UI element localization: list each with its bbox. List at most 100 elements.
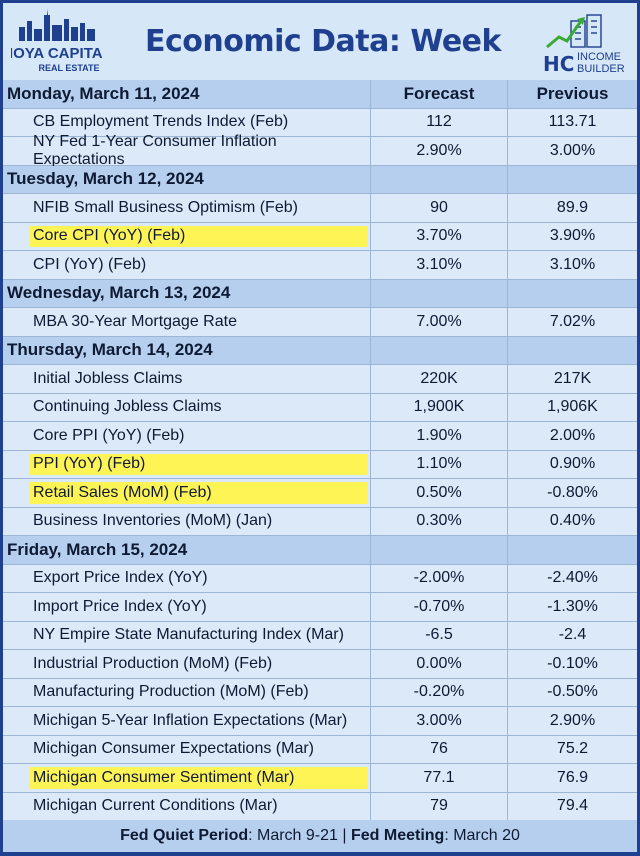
previous-value: 76.9 [556,768,589,786]
table-row: Business Inventories (MoM) (Jan) 0.30% 0.4… [3,507,637,536]
indicator-name: Core CPI (YoY) (Feb) [33,227,186,245]
indicator-name: Michigan Current Conditions (Mar) [33,797,278,815]
previous-value: 7.02% [549,312,596,330]
previous-value: 217K [553,369,592,387]
table-row: NFIB Small Business Optimism (Feb) 90 89.9 [3,194,637,223]
indicator-cell: MBA 30-Year Mortgage Rate [3,308,371,336]
highlight-marker [29,482,368,504]
forecast-column-header [371,336,508,364]
table-row: CPI (YoY) (Feb) 3.10% 3.10% [3,251,637,280]
table-row: NY Fed 1-Year Consumer Inflation Expecta… [3,133,637,168]
indicator-name: Michigan Consumer Expectations (Mar) [33,740,314,758]
indicator-cell: Industrial Production (MoM) (Feb) [3,650,371,678]
indicator-name: Manufacturing Production (MoM) (Feb) [33,683,309,701]
indicator-cell: Michigan 5-Year Inflation Expectations (… [3,707,371,735]
indicator-name: Core PPI (YoY) (Feb) [33,426,185,444]
previous-value: -0.80% [547,483,598,501]
indicator-name: CB Employment Trends Index (Feb) [33,113,289,131]
indicator-cell: CB Employment Trends Index (Feb) [3,108,371,136]
forecast-value: 0.00% [371,650,508,678]
table-row: Michigan Current Conditions (Mar) 79 79.4 [3,792,637,821]
previous-value: 3.00% [549,141,596,159]
highlight-marker [29,225,368,247]
indicator-name: CPI (YoY) (Feb) [33,255,147,273]
day-date: Tuesday, March 12, 2024 [3,165,371,193]
forecast-column-header [371,279,508,307]
logo-left-line2: REAL ESTATE [38,63,99,73]
forecast-column-header [371,165,508,193]
previous-column-header: Previous [536,83,609,103]
page-title: Economic Data: Week Ahead [145,24,501,136]
previous-value: -2.4 [558,626,587,644]
day-header-row: Thursday, March 14, 2024 [3,336,637,365]
indicator-name: Retail Sales (MoM) (Feb) [33,483,212,501]
previous-column-header [508,280,637,308]
indicator-cell: Core CPI (YoY) (Feb) [3,222,371,250]
previous-value: 0.90% [549,455,596,473]
table-row: Initial Jobless Claims 220K 217K [3,365,637,394]
indicator-cell: NY Fed 1-Year Consumer Inflation Expecta… [3,133,371,168]
day-header-row: Friday, March 15, 2024 [3,536,637,565]
logo-right-line2: BUILDER [577,63,625,75]
forecast-column-header [371,536,508,564]
previous-column-header [508,536,637,564]
indicator-cell: NY Empire State Manufacturing Index (Mar… [3,621,371,649]
previous-value: 3.90% [549,227,596,245]
forecast-value: 79 [371,792,508,820]
previous-value: 2.90% [549,711,596,729]
logo-right-mark: HC [543,52,574,76]
indicator-name: NY Empire State Manufacturing Index (Mar… [33,626,344,644]
indicator-cell: Core PPI (YoY) (Feb) [3,422,371,450]
indicator-name: Initial Jobless Claims [33,369,183,387]
previous-value: 1,906K [547,398,598,416]
indicator-cell: Michigan Consumer Expectations (Mar) [3,735,371,763]
forecast-column-header: Forecast [371,80,508,108]
logo-right-line1: INCOME [577,51,621,63]
forecast-value: 90 [371,194,508,222]
fed-quiet-period-value: : March 9-21 | [248,827,351,844]
previous-column-header [508,166,637,194]
previous-value: 3.10% [549,255,596,273]
indicator-cell: Import Price Index (YoY) [3,593,371,621]
income-builder-logo: HC INCOME BUILDER [543,14,625,76]
fed-meeting-label: Fed Meeting [350,827,445,844]
economic-data-table: Monday, March 11, 2024 Forecast Previous CB… [3,80,637,821]
indicator-name: PPI (YoY) (Feb) [33,455,146,473]
forecast-value: 2.90% [371,137,508,165]
forecast-value: 1.10% [371,450,508,478]
table-row: PPI (YoY) (Feb) 1.10% 0.90% [3,450,637,479]
indicator-cell: Continuing Jobless Claims [3,393,371,421]
forecast-value: 1.90% [371,422,508,450]
table-row: Manufacturing Production (MoM) (Feb) -0.2… [3,678,637,707]
fed-quiet-period-label: Fed Quiet Period [120,827,249,844]
indicator-name: Michigan Consumer Sentiment (Mar) [33,768,295,786]
previous-value: -0.50% [547,683,598,701]
previous-value: -1.30% [547,597,598,615]
forecast-value: -2.00% [371,564,508,592]
indicator-name: Industrial Production (MoM) (Feb) [33,654,273,672]
day-date: Monday, March 11, 2024 [3,80,371,108]
forecast-value: 0.30% [371,507,508,535]
forecast-value: 3.70% [371,222,508,250]
forecast-value: 0.50% [371,479,508,507]
previous-value: 113.71 [548,113,597,131]
day-header-row: Tuesday, March 12, 2024 [3,165,637,194]
indicator-cell: CPI (YoY) (Feb) [3,251,371,279]
highlight-marker [29,453,368,475]
table-row: Export Price Index (YoY) -2.00% -2.40% [3,564,637,593]
highlight-marker [29,767,368,789]
forecast-value: 76 [371,735,508,763]
logo-left-line1: HOYA CAPITAL [11,45,103,62]
table-row: Michigan Consumer Sentiment (Mar) 77.1 76.… [3,764,637,793]
forecast-value: -0.70% [371,593,508,621]
indicator-name: NY Fed 1-Year Consumer Inflation Expecta… [33,132,277,168]
forecast-value: 112 [371,108,508,136]
previous-value: 0.40% [549,512,596,530]
forecast-value: 7.00% [371,308,508,336]
table-row: MBA 30-Year Mortgage Rate 7.00% 7.02% [3,308,637,337]
fed-meeting-value: : March 20 [444,827,520,844]
footer: Fed Quiet Period : March 9-21 | Fed Meet… [3,820,637,852]
indicator-cell: PPI (YoY) (Feb) [3,450,371,478]
indicator-cell: Export Price Index (YoY) [3,564,371,592]
forecast-value: 3.10% [371,251,508,279]
